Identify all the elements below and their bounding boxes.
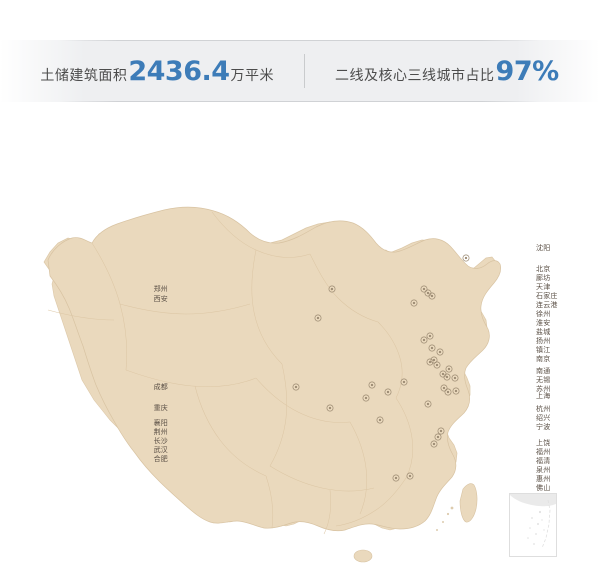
city-marker	[433, 361, 441, 369]
city-marker	[426, 332, 434, 340]
kpi-land-reserve-label: 土储建筑面积	[40, 66, 128, 83]
kpi-city-tier-share-value: 97%	[495, 55, 560, 87]
city-label-惠州: 惠州	[536, 475, 551, 483]
city-marker	[406, 472, 414, 480]
city-label-绍兴: 绍兴	[536, 414, 551, 422]
kpi-land-reserve-unit: 万平米	[230, 66, 275, 83]
city-label-合肥: 合肥	[153, 455, 168, 463]
city-label-无锡: 无锡	[536, 376, 551, 384]
south-china-sea-inset	[509, 493, 557, 557]
city-label-南京: 南京	[536, 355, 551, 363]
city-label-荆州: 荆州	[153, 428, 168, 436]
city-marker	[326, 404, 334, 412]
city-label-淮安: 淮安	[536, 319, 551, 327]
hainan-island	[353, 549, 373, 563]
city-marker	[328, 285, 336, 293]
leader-line	[470, 248, 532, 258]
city-label-佛山: 佛山	[536, 484, 551, 492]
city-marker	[440, 384, 448, 392]
city-marker	[428, 344, 436, 352]
city-label-重庆: 重庆	[153, 404, 168, 412]
city-marker	[362, 394, 370, 402]
city-marker	[444, 388, 452, 396]
city-marker	[424, 400, 432, 408]
city-label-郑州: 郑州	[153, 285, 168, 293]
china-map: 郑州西安成都重庆襄阳 荆州 长沙 武汉 合肥 沈阳北京 廊坊 天津 石家庄 连云港 徐州 淮安 盐城扬…	[0, 110, 600, 572]
city-label-徐州: 徐州	[536, 310, 551, 318]
city-label-西安: 西安	[153, 295, 168, 303]
inset-svg	[510, 494, 556, 549]
inset-boundary-line	[541, 499, 551, 549]
city-marker	[376, 416, 384, 424]
city-marker	[430, 356, 438, 364]
city-marker	[292, 383, 300, 391]
city-marker	[426, 358, 434, 366]
city-marker	[430, 440, 438, 448]
city-label-北京: 北京	[536, 265, 551, 273]
kpi-city-tier-share: 二线及核心三线城市占比 97%	[335, 58, 560, 85]
city-marker	[392, 474, 400, 482]
city-marker	[420, 285, 428, 293]
city-label-上饶: 上饶	[536, 439, 551, 447]
city-marker	[443, 373, 451, 381]
city-marker	[445, 365, 453, 373]
city-label-武汉: 武汉	[153, 446, 168, 454]
city-label-上海: 上海	[536, 392, 551, 400]
city-label-杭州: 杭州	[536, 405, 551, 413]
city-label-连云港: 连云港	[536, 301, 558, 309]
city-label-长沙: 长沙	[153, 437, 168, 445]
city-marker	[436, 348, 444, 356]
city-marker	[400, 378, 408, 386]
city-label-镇江: 镇江	[536, 346, 551, 354]
city-marker	[368, 381, 376, 389]
city-marker	[437, 427, 445, 435]
city-label-成都: 成都	[153, 383, 168, 391]
city-label-石家庄: 石家庄	[536, 292, 558, 300]
city-marker	[462, 254, 470, 262]
kpi-land-reserve: 土储建筑面积 2436.4 万平米	[40, 58, 274, 85]
city-label-天津: 天津	[536, 283, 551, 291]
city-label-南通: 南通	[536, 367, 551, 375]
city-label-苏州: 苏州	[536, 385, 551, 393]
city-label-泉州: 泉州	[536, 466, 551, 474]
kpi-banner: 土储建筑面积 2436.4 万平米 二线及核心三线城市占比 97%	[0, 40, 600, 102]
leader-line	[445, 431, 532, 452]
city-marker	[434, 433, 442, 441]
kpi-city-tier-share-label: 二线及核心三线城市占比	[335, 66, 495, 83]
city-marker	[452, 387, 460, 395]
city-marker	[428, 292, 436, 300]
kpi-divider	[304, 54, 306, 88]
city-marker	[314, 314, 322, 322]
city-marker	[451, 374, 459, 382]
city-marker	[420, 336, 428, 344]
city-label-盐城: 盐城	[536, 328, 551, 336]
city-label-宁波: 宁波	[536, 423, 551, 431]
city-marker	[384, 388, 392, 396]
city-marker	[410, 299, 418, 307]
city-label-沈阳: 沈阳	[536, 244, 551, 252]
province-borders	[47, 211, 414, 535]
inset-landmass	[510, 494, 556, 507]
inset-islets	[527, 510, 545, 545]
coastal-islets	[436, 506, 454, 531]
map-svg	[43, 206, 532, 563]
city-label-扬州: 扬州	[536, 337, 551, 345]
city-label-廊坊: 廊坊	[536, 274, 551, 282]
taiwan-island	[459, 483, 478, 523]
city-label-福清: 福清	[536, 457, 551, 465]
city-label-襄阳: 襄阳	[153, 419, 168, 427]
map-china-shape	[47, 206, 501, 532]
kpi-land-reserve-value: 2436.4	[128, 55, 230, 87]
city-label-福州: 福州	[536, 448, 551, 456]
leader-line	[460, 391, 532, 427]
city-markers	[292, 254, 470, 482]
